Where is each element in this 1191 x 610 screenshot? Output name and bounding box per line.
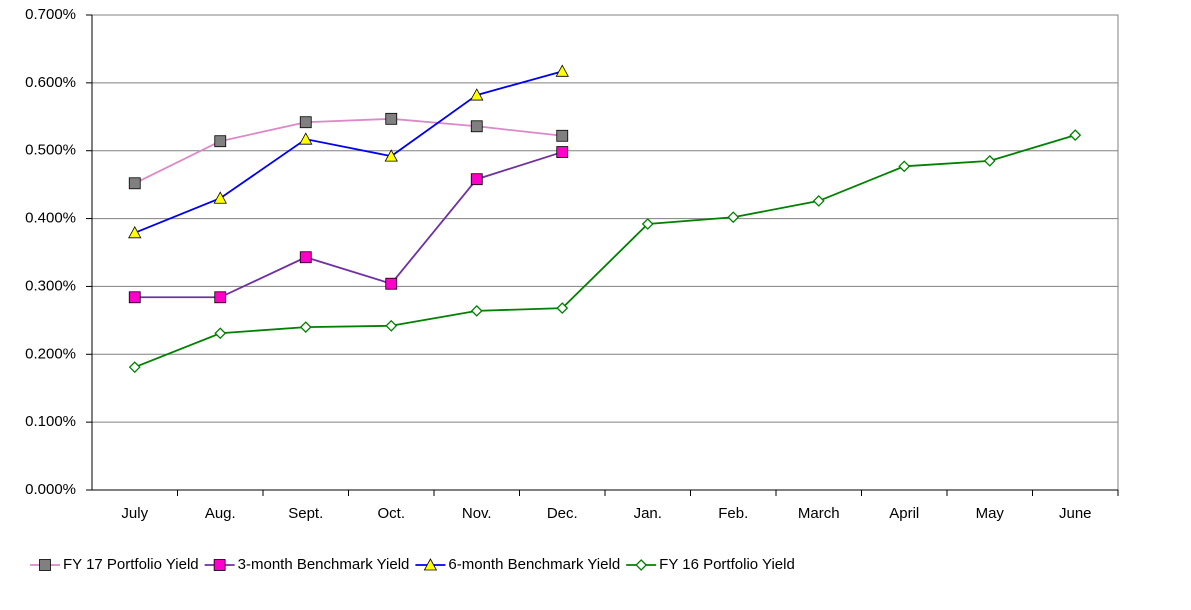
x-tick-label: July: [121, 505, 148, 522]
marker: [470, 88, 484, 101]
marker: [213, 191, 227, 204]
marker: [812, 195, 825, 207]
marker: [214, 291, 227, 304]
legend: FY 17 Portfolio Yield 3-month Benchmark Y…: [30, 556, 795, 573]
marker: [385, 277, 398, 290]
series-line: [134, 70, 563, 234]
y-tick-label: 0.700%: [25, 6, 76, 23]
x-tick-label: Aug.: [205, 505, 236, 522]
marker: [423, 558, 438, 571]
marker: [555, 64, 569, 77]
marker: [898, 160, 911, 173]
x-tick-label: Jan.: [634, 505, 662, 522]
marker: [39, 559, 51, 571]
x-tick-label: April: [889, 505, 919, 522]
marker: [556, 129, 569, 142]
marker: [385, 112, 398, 125]
legend-label: 6-month Benchmark Yield: [448, 556, 620, 573]
marker: [299, 321, 312, 334]
marker: [299, 251, 312, 264]
x-tick-label: Feb.: [718, 505, 748, 522]
marker: [384, 149, 398, 162]
marker: [214, 327, 227, 340]
y-tick-label: 0.600%: [25, 74, 76, 91]
marker: [641, 218, 654, 230]
y-tick-label: 0.100%: [25, 413, 76, 430]
y-tick-label: 0.400%: [25, 210, 76, 227]
legend-label: FY 16 Portfolio Yield: [659, 556, 795, 573]
y-tick-label: 0.200%: [25, 345, 76, 362]
x-tick-label: May: [976, 505, 1005, 522]
x-tick-label: Nov.: [462, 505, 492, 522]
y-tick-label: 0.000%: [25, 481, 76, 498]
marker: [635, 559, 648, 571]
marker: [470, 120, 483, 133]
marker: [128, 225, 142, 239]
legend-label: FY 17 Portfolio Yield: [63, 556, 199, 573]
marker: [213, 559, 226, 571]
marker: [556, 302, 569, 315]
marker: [983, 154, 996, 167]
y-tick-label: 0.300%: [25, 277, 76, 294]
plot-area: [91, 14, 1119, 491]
x-tick-label: Dec.: [547, 505, 578, 522]
marker: [727, 211, 740, 224]
y-tick-label: 0.500%: [25, 142, 76, 159]
series-line: [134, 134, 1076, 369]
marker: [128, 177, 141, 190]
x-tick-label: Sept.: [288, 505, 323, 522]
x-tick-label: June: [1059, 505, 1092, 522]
marker: [385, 319, 398, 332]
marker: [214, 135, 227, 148]
marker: [1069, 129, 1082, 142]
series-line: [134, 151, 563, 299]
marker: [470, 304, 483, 317]
marker: [128, 361, 141, 374]
x-tick-label: March: [798, 505, 840, 522]
legend-label: 3-month Benchmark Yield: [238, 556, 410, 573]
x-tick-label: Oct.: [377, 505, 405, 522]
marker: [556, 146, 569, 158]
marker: [299, 132, 313, 145]
marker: [470, 173, 483, 186]
marker: [299, 116, 312, 129]
series-line: [134, 117, 563, 185]
marker: [128, 291, 141, 304]
